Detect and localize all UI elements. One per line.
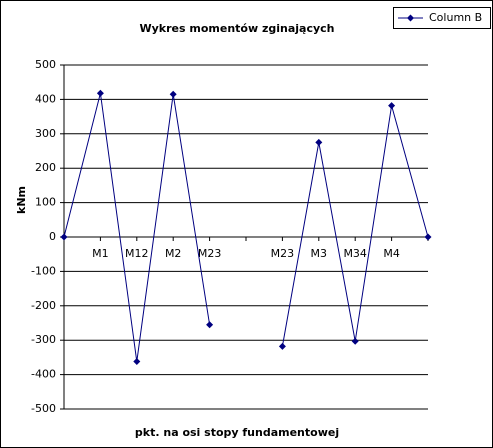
marker	[169, 90, 177, 98]
x-tick-label: M12	[125, 247, 149, 260]
y-tick-label: 500	[35, 58, 56, 71]
y-tick-label: -300	[31, 333, 56, 346]
y-tick-label: 300	[35, 127, 56, 140]
marker	[278, 342, 286, 350]
x-tick-label: M23	[198, 247, 222, 260]
marker	[206, 321, 214, 329]
marker	[60, 233, 68, 241]
marker	[96, 89, 104, 97]
marker	[315, 138, 323, 146]
x-axis-label: pkt. na osi stopy fundamentowej	[135, 426, 339, 439]
x-tick-label: M1	[92, 247, 109, 260]
y-tick-label: 400	[35, 92, 56, 105]
legend-marker	[407, 14, 414, 22]
y-tick-label: 0	[49, 230, 56, 243]
y-tick-label: 100	[35, 196, 56, 209]
x-tick-label: M4	[383, 247, 400, 260]
y-axis-label: kNm	[15, 186, 28, 214]
legend-label: Column B	[429, 11, 482, 24]
x-tick-label: M34	[343, 247, 367, 260]
x-tick-label: M2	[165, 247, 182, 260]
x-tick-label: M3	[311, 247, 328, 260]
y-tick-label: 200	[35, 161, 56, 174]
marker	[133, 358, 141, 366]
marker	[388, 102, 396, 110]
marker	[424, 233, 432, 241]
legend-box	[393, 7, 491, 29]
y-tick-label: -500	[31, 402, 56, 415]
x-tick-label: M23	[271, 247, 295, 260]
y-tick-label: -400	[31, 368, 56, 381]
y-tick-label: -100	[31, 264, 56, 277]
marker	[351, 337, 359, 345]
y-tick-label: -200	[31, 299, 56, 312]
chart-title: Wykres momentów zginających	[140, 22, 335, 35]
